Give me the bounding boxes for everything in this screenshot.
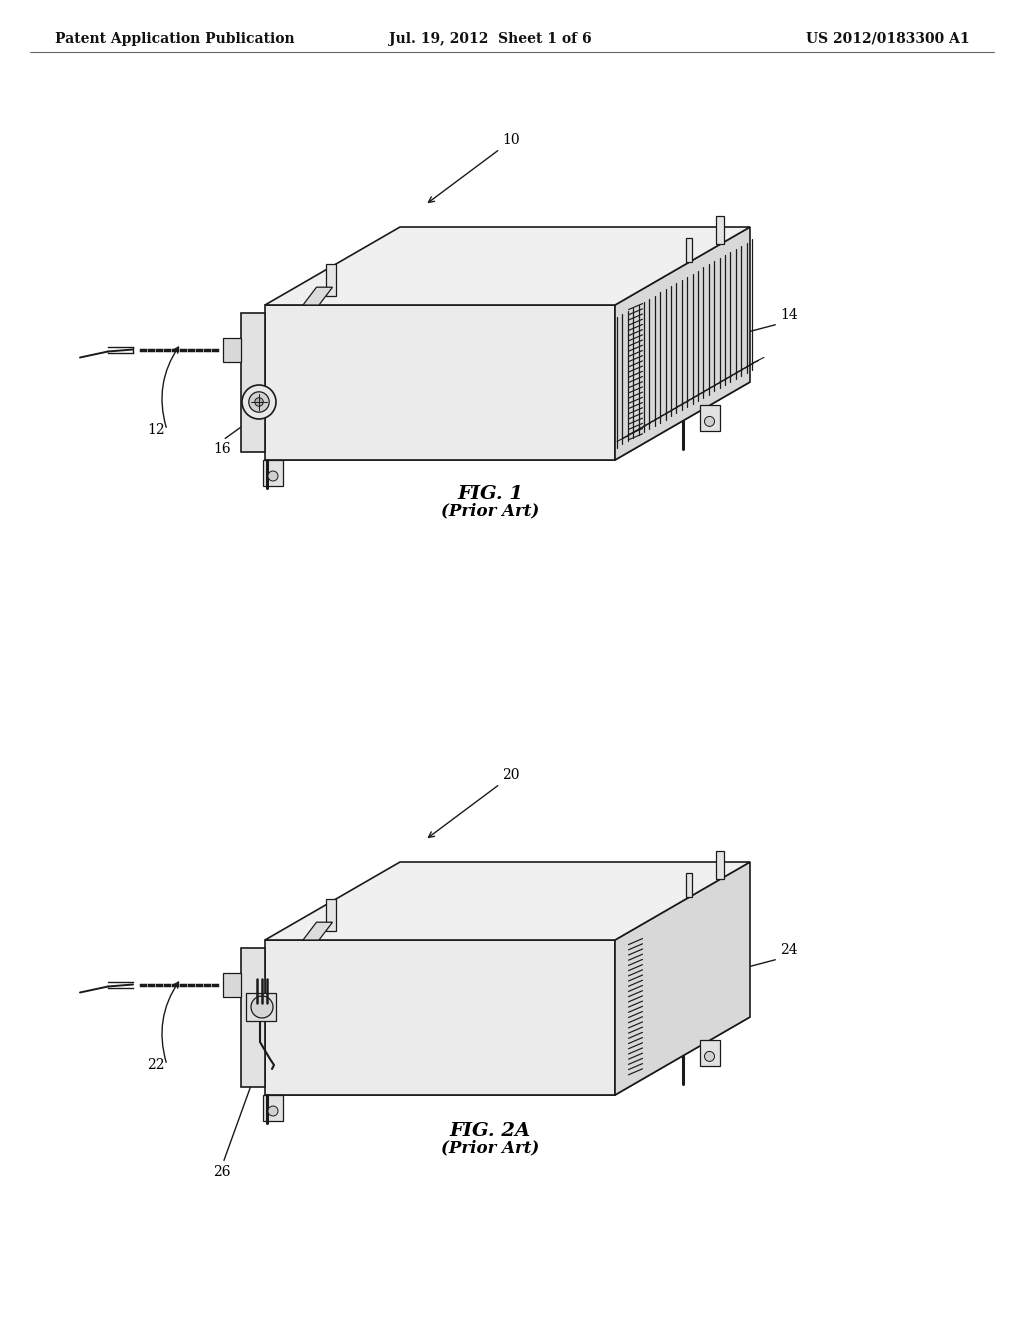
Circle shape [268, 471, 278, 480]
Polygon shape [241, 948, 265, 1086]
Text: 16: 16 [213, 442, 230, 455]
Polygon shape [327, 264, 336, 296]
Polygon shape [265, 381, 750, 459]
Text: (Prior Art): (Prior Art) [441, 502, 539, 519]
Polygon shape [265, 1016, 750, 1096]
Circle shape [242, 385, 276, 418]
Polygon shape [223, 973, 241, 997]
Circle shape [251, 997, 273, 1018]
Polygon shape [699, 405, 720, 432]
Text: 12: 12 [147, 422, 165, 437]
Text: 24: 24 [780, 942, 798, 957]
Text: 26: 26 [213, 1166, 230, 1179]
Polygon shape [223, 338, 241, 362]
Polygon shape [686, 873, 692, 898]
Polygon shape [615, 227, 750, 459]
Polygon shape [241, 313, 265, 451]
Circle shape [705, 1052, 715, 1061]
Text: 20: 20 [502, 768, 519, 781]
Circle shape [249, 392, 269, 412]
Text: 14: 14 [780, 308, 798, 322]
Polygon shape [265, 940, 615, 1096]
Circle shape [705, 416, 715, 426]
Polygon shape [265, 305, 615, 459]
Polygon shape [699, 1040, 720, 1067]
Polygon shape [263, 459, 283, 486]
Polygon shape [716, 215, 724, 244]
Polygon shape [303, 923, 333, 940]
Text: 22: 22 [147, 1059, 165, 1072]
Polygon shape [686, 238, 692, 263]
Circle shape [268, 1106, 278, 1115]
Polygon shape [265, 227, 750, 305]
Polygon shape [246, 993, 276, 1020]
Circle shape [255, 397, 263, 407]
Polygon shape [327, 899, 336, 931]
Text: Patent Application Publication: Patent Application Publication [55, 32, 295, 46]
Polygon shape [615, 862, 750, 1096]
Text: Jul. 19, 2012  Sheet 1 of 6: Jul. 19, 2012 Sheet 1 of 6 [389, 32, 591, 46]
Polygon shape [716, 850, 724, 879]
Polygon shape [263, 1096, 283, 1121]
Text: (Prior Art): (Prior Art) [441, 1139, 539, 1156]
Text: FIG. 1: FIG. 1 [457, 484, 523, 503]
Text: 10: 10 [502, 133, 519, 147]
Text: US 2012/0183300 A1: US 2012/0183300 A1 [806, 32, 970, 46]
Polygon shape [303, 288, 333, 305]
Text: FIG. 2A: FIG. 2A [450, 1122, 530, 1140]
Polygon shape [265, 862, 750, 940]
